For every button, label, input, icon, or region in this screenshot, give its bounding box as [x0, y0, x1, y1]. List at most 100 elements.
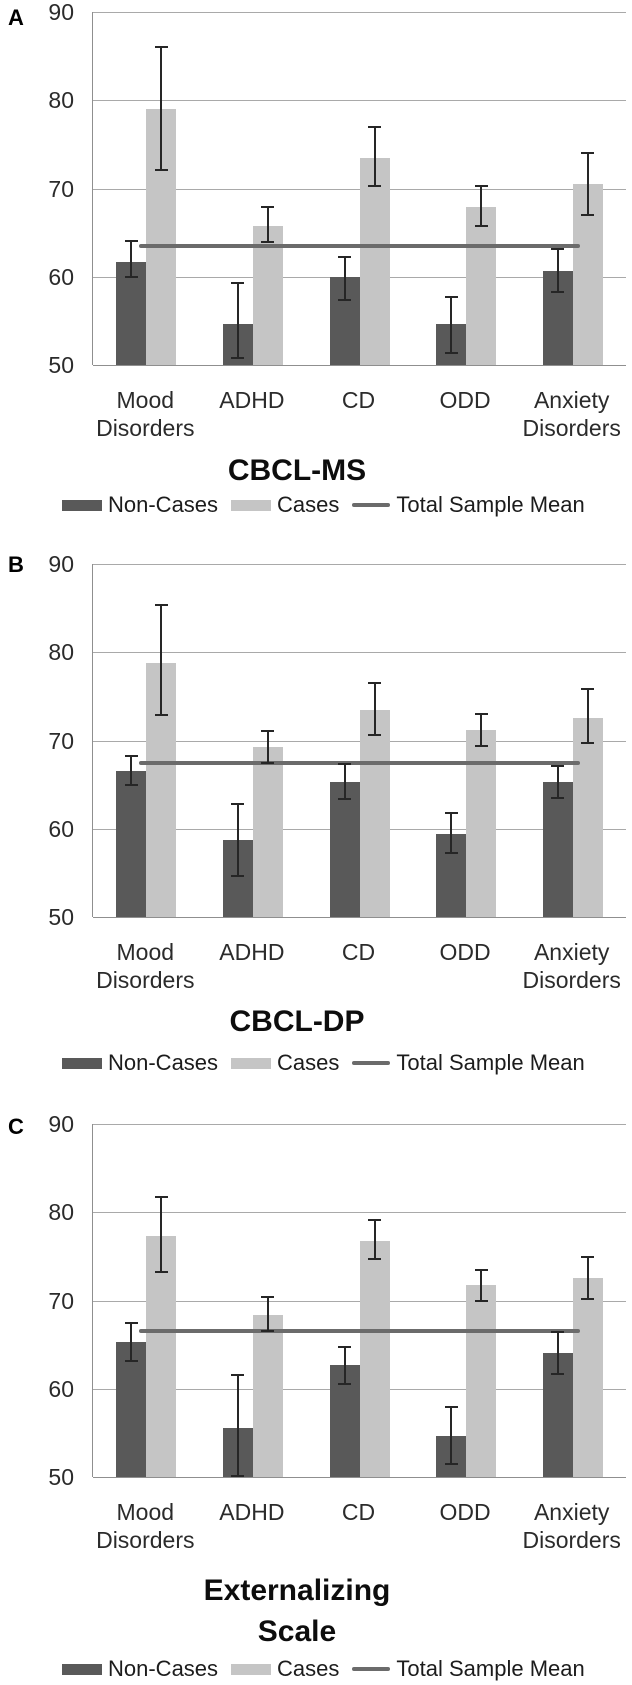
legend-swatch-cases	[231, 499, 272, 511]
error-bar-cap	[551, 1372, 565, 1375]
error-bar-cap	[368, 1258, 381, 1261]
legend-swatch-cases	[231, 1663, 272, 1675]
error-bar	[556, 766, 559, 798]
x-axis-category-label: CD	[294, 386, 424, 414]
error-bar	[236, 282, 239, 358]
error-bar-cap	[581, 152, 595, 155]
legend-item-total-sample-mean: Total Sample Mean	[352, 1050, 585, 1076]
chart-title-line: CBCL-MS	[227, 454, 367, 487]
error-bar-cap	[444, 351, 458, 354]
x-axis-category-label: CD	[294, 938, 424, 966]
y-axis-tick-label: 50	[48, 352, 74, 378]
error-bar-cap	[551, 290, 565, 293]
bar-cases	[572, 717, 603, 917]
error-bar-cap	[581, 688, 595, 691]
legend-item-total-sample-mean: Total Sample Mean	[352, 492, 585, 518]
error-bar	[266, 207, 269, 243]
x-axis-category-label: ODD	[400, 1498, 530, 1526]
error-bar	[373, 683, 376, 736]
legend-item-cases: Cases	[231, 492, 339, 518]
legend-label: Total Sample Mean	[396, 1050, 585, 1075]
y-axis-tick-label: 50	[48, 904, 74, 930]
y-axis-tick-label: 90	[48, 551, 74, 577]
x-axis-category-label-line: CD	[341, 387, 376, 413]
bar-cases	[359, 157, 390, 365]
chart-panel-a: A 90 80 70 60 50 Mood Disorders ADHD CD ODD Anxiety…	[0, 0, 632, 552]
error-bar-cap	[124, 275, 138, 278]
chart-title: CBCL-DP	[0, 1001, 594, 1042]
error-bar-cap	[338, 797, 351, 800]
x-axis-category-label-line: Disorders	[96, 415, 195, 441]
x-axis-category-label: Anxiety Disorders	[507, 386, 632, 442]
x-axis-category-label-line: Disorders	[522, 1527, 621, 1553]
gridline	[93, 12, 626, 13]
legend-line-swatch	[352, 503, 391, 507]
x-axis-category-label-line: Mood	[116, 939, 175, 965]
gridline	[93, 917, 626, 918]
legend-swatch-non-cases	[62, 1057, 102, 1069]
error-bar-cap	[231, 1475, 245, 1478]
error-bar	[480, 714, 483, 746]
error-bar-cap	[368, 682, 381, 685]
x-axis-category-label: Mood Disorders	[80, 386, 210, 442]
panel-label: B	[8, 552, 24, 577]
error-bar	[450, 812, 453, 854]
error-bar	[556, 249, 559, 292]
y-axis-tick-label: 90	[48, 0, 74, 25]
error-bar-cap	[368, 1219, 381, 1222]
bar-cases	[466, 207, 497, 365]
bar-cases	[466, 729, 497, 917]
legend-item-cases: Cases	[231, 1050, 339, 1076]
error-bar-cap	[124, 754, 138, 757]
x-axis-category-label-line: Disorders	[522, 967, 621, 993]
x-axis-category-label: ADHD	[187, 386, 317, 414]
legend-label: Total Sample Mean	[396, 492, 585, 517]
bar-cases	[146, 1236, 177, 1477]
error-bar-cap	[231, 803, 245, 806]
error-bar-cap	[124, 783, 138, 786]
error-bar-cap	[474, 744, 488, 747]
error-bar	[343, 257, 346, 300]
error-bar-cap	[261, 206, 275, 209]
error-bar-cap	[154, 1271, 168, 1274]
error-bar-cap	[581, 213, 595, 216]
chart-title-line: Scale	[257, 1615, 337, 1648]
x-axis-category-label-line: ODD	[439, 1499, 491, 1525]
y-axis-tick-label: 60	[48, 263, 74, 290]
bar-cases	[359, 710, 390, 917]
x-axis-category-label: ADHD	[187, 938, 317, 966]
bar-cases	[466, 1285, 497, 1477]
error-bar	[480, 185, 483, 227]
plot-area	[92, 564, 626, 918]
error-bar-cap	[124, 1359, 138, 1362]
legend-item-total-sample-mean: Total Sample Mean	[352, 1656, 585, 1682]
error-bar-cap	[368, 734, 381, 737]
total-sample-mean-line	[139, 761, 580, 766]
error-bar-cap	[368, 184, 381, 187]
bar-non-cases	[116, 261, 147, 365]
y-axis-tick-label: 60	[48, 815, 74, 842]
error-bar-cap	[231, 874, 245, 877]
error-bar	[480, 1270, 483, 1302]
x-axis-category-label-line: Disorders	[96, 967, 195, 993]
x-axis-category-label-line: ADHD	[219, 387, 285, 413]
y-axis-tick-label: 90	[48, 1111, 74, 1137]
legend: Non-Cases Cases Total Sample Mean	[62, 1656, 585, 1682]
chart-title-line: Externalizing	[203, 1574, 391, 1607]
error-bar-cap	[154, 713, 168, 716]
error-bar	[236, 804, 239, 876]
bar-non-cases	[116, 1341, 147, 1477]
error-bar-cap	[124, 1322, 138, 1325]
error-bar	[343, 1347, 346, 1385]
error-bar-cap	[231, 1373, 245, 1376]
error-bar-cap	[474, 225, 488, 228]
error-bar-cap	[444, 296, 458, 299]
chart-panel-c: C 90 80 70 60 50 Mood Disorders ADHD CD ODD Anxiety…	[0, 1111, 632, 1685]
x-axis-category-label-line: CD	[341, 939, 376, 965]
x-axis-category-label: ODD	[400, 938, 530, 966]
error-bar-cap	[474, 184, 488, 187]
error-bar-cap	[154, 1196, 168, 1199]
error-bar-cap	[261, 1329, 275, 1332]
error-bar-cap	[474, 1300, 488, 1303]
error-bar-cap	[261, 729, 275, 732]
